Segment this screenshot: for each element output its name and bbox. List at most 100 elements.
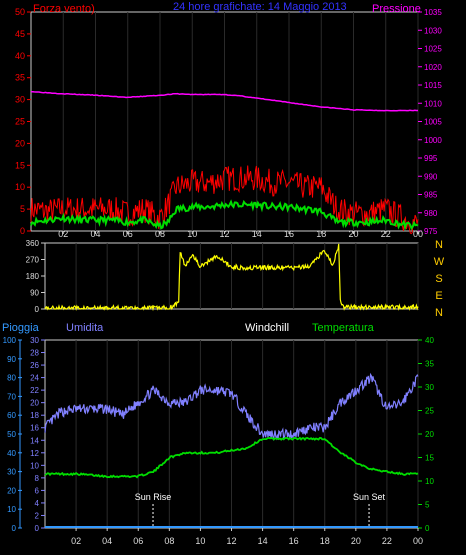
temperature-y-tick-label: 0 — [425, 524, 430, 533]
sunrise-label: Sun Rise — [135, 492, 172, 502]
direction-y-tick-label: 180 — [26, 272, 40, 281]
rain-y-tick-label: 100 — [3, 336, 17, 345]
wind-x-tick-label: 20 — [348, 229, 358, 239]
wind-y-tick-label: 20 — [15, 138, 25, 148]
humidity-y-tick-label: 22 — [30, 386, 39, 395]
humidity-y-tick-label: 30 — [30, 336, 39, 345]
humidity-x-tick-label: 16 — [289, 536, 299, 546]
wind-y-tick-label: 25 — [15, 117, 25, 127]
wind-x-tick-label: 12 — [219, 229, 229, 239]
rain-y-tick-label: 0 — [12, 524, 17, 533]
humidity-y-tick-label: 20 — [30, 399, 39, 408]
wind-y-tick-label: 45 — [15, 29, 25, 39]
direction-y-tick-label: 90 — [30, 289, 39, 298]
humidity-y-tick-label: 12 — [30, 449, 39, 458]
pressure-y-tick-label: 985 — [424, 191, 438, 200]
rain-y-tick-label: 40 — [7, 449, 16, 458]
humidity-y-tick-label: 8 — [35, 474, 40, 483]
wind-x-tick-label: 08 — [155, 229, 165, 239]
wind-x-tick-label: 16 — [284, 229, 294, 239]
wind-y-tick-label: 5 — [20, 204, 25, 214]
direction-y-tick-label: 270 — [26, 256, 40, 265]
wind-x-tick-label: 18 — [316, 229, 326, 239]
humidity-x-tick-label: 20 — [351, 536, 361, 546]
temperature-y-tick-label: 15 — [425, 454, 434, 463]
humidity-x-tick-label: 12 — [226, 536, 236, 546]
wind-average-line — [30, 199, 419, 232]
humidity-y-tick-label: 24 — [30, 374, 39, 383]
chart-title: 24 hore grafichate: 14 Maggio 2013 — [173, 1, 347, 13]
pressure-y-tick-label: 1005 — [424, 118, 442, 127]
temperature-y-tick-label: 40 — [425, 336, 434, 345]
compass-label: N — [435, 239, 443, 251]
compass-label: S — [435, 273, 442, 285]
compass-label: E — [435, 290, 442, 302]
pressure-y-tick-label: 1030 — [424, 26, 442, 35]
humidity-y-tick-label: 16 — [30, 424, 39, 433]
temperature-y-tick-label: 35 — [425, 360, 434, 369]
wind-y-tick-label: 30 — [15, 95, 25, 105]
humidity-temperature-series — [44, 372, 419, 528]
direction-line — [44, 243, 419, 312]
pressure-y-axis-ticks: 975 980 985 990 995 1000 1005 1010 1015 1020 1025 1… — [418, 8, 442, 236]
humidity-x-tick-label: 22 — [382, 536, 392, 546]
humidity-x-tick-label: 08 — [164, 536, 174, 546]
wind-axis-title: Forza vento) — [33, 3, 95, 15]
rain-y-tick-label: 30 — [7, 468, 16, 477]
wind-x-tick-label: 04 — [90, 229, 100, 239]
humidity-y-tick-label: 18 — [30, 411, 39, 420]
direction-y-axis-ticks: 0 90 180 270 360 — [26, 239, 45, 314]
rain-y-tick-label: 10 — [7, 505, 16, 514]
pressure-y-tick-label: 1000 — [424, 136, 442, 145]
humidity-x-tick-label: 18 — [320, 536, 330, 546]
compass-label: W — [434, 256, 445, 268]
wind-line — [30, 165, 419, 235]
rain-y-tick-label: 20 — [7, 486, 16, 495]
humidity-y-tick-label: 26 — [30, 361, 39, 370]
humidity-x-axis-ticks: 02 04 06 08 10 12 14 16 18 20 22 00 — [71, 528, 423, 546]
wind-y-axis-ticks: 0 5 10 15 20 25 30 35 40 45 50 — [15, 7, 31, 236]
humidity-x-tick-label: 04 — [102, 536, 112, 546]
rain-y-tick-label: 80 — [7, 374, 16, 383]
humidity-y-tick-label: 28 — [30, 349, 39, 358]
rain-y-tick-label: 50 — [7, 430, 16, 439]
pressure-y-tick-label: 1015 — [424, 81, 442, 90]
temperature-line — [44, 436, 419, 479]
direction-y-tick-label: 360 — [26, 239, 40, 248]
compass-label: N — [435, 307, 443, 319]
pressure-y-tick-label: 1025 — [424, 45, 442, 54]
direction-gridlines — [75, 243, 419, 309]
humidity-x-tick-label: 06 — [133, 536, 143, 546]
pressure-y-tick-label: 1010 — [424, 99, 442, 108]
humidity-x-tick-label: 02 — [71, 536, 81, 546]
humidity-y-tick-label: 0 — [35, 524, 40, 533]
pressure-y-tick-label: 1035 — [424, 8, 442, 17]
direction-y-tick-label: 0 — [35, 305, 40, 314]
temperature-y-tick-label: 25 — [425, 407, 434, 416]
rain-y-tick-label: 90 — [7, 355, 16, 364]
temperature-y-tick-label: 30 — [425, 383, 434, 392]
humidity-axis-title: Umidita — [66, 322, 104, 334]
pressure-y-tick-label: 975 — [424, 227, 438, 236]
pressure-y-tick-label: 990 — [424, 172, 438, 181]
rain-y-tick-label: 60 — [7, 411, 16, 420]
humidity-x-tick-label: 10 — [195, 536, 205, 546]
wind-x-tick-label: 06 — [123, 229, 133, 239]
pressure-y-tick-label: 980 — [424, 209, 438, 218]
temperature-axis-title: Temperatura — [312, 322, 375, 334]
windchill-label: Windchill — [245, 322, 289, 334]
temperature-y-axis-ticks: 0 5 10 15 20 25 30 35 40 — [418, 336, 434, 533]
sun-annotations: Sun Rise Sun Set — [135, 492, 386, 528]
pressure-line — [30, 90, 418, 112]
humidity-y-tick-label: 2 — [35, 511, 40, 520]
humidity-y-tick-label: 6 — [35, 486, 40, 495]
wind-y-tick-label: 10 — [15, 182, 25, 192]
wind-y-tick-label: 50 — [15, 7, 25, 17]
direction-series — [44, 243, 419, 312]
pressure-y-tick-label: 1020 — [424, 63, 442, 72]
